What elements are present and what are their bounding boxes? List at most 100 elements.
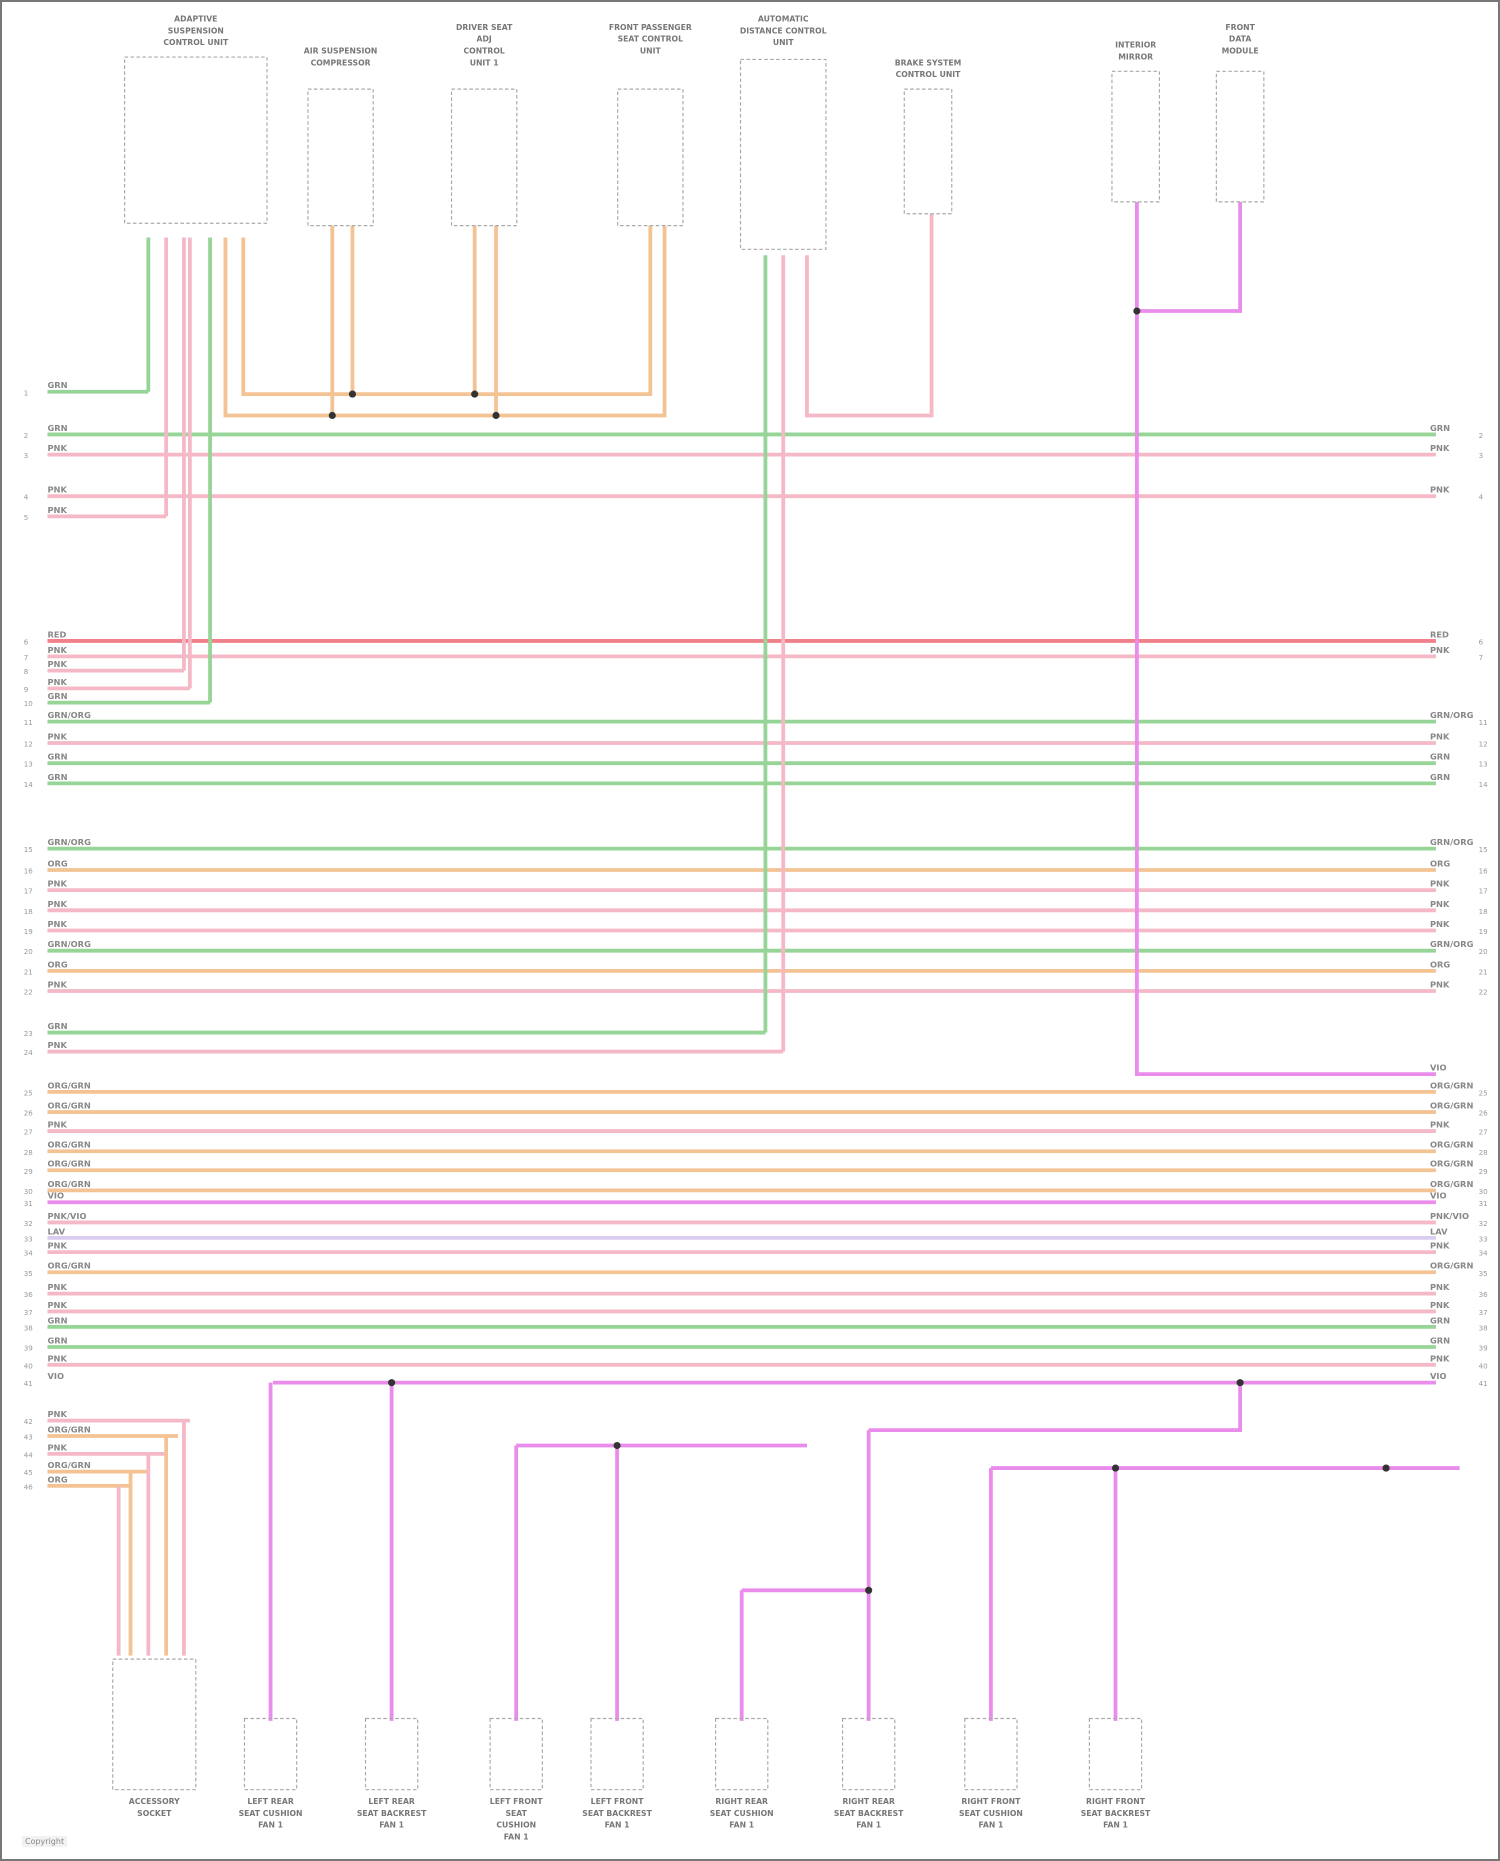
- wire-color-code: PNK: [47, 1300, 67, 1310]
- wire-color-code-right: PNK/VIO: [1430, 1211, 1469, 1221]
- splice-dot: [1111, 1464, 1120, 1472]
- component-label: UNIT: [773, 38, 795, 47]
- wire-number-left: 4: [24, 493, 29, 502]
- wire-number-right: 41: [1479, 1379, 1488, 1388]
- component-box: [124, 56, 268, 224]
- wire-number-right: 12: [1479, 740, 1488, 749]
- wire-color-code: VIO: [47, 1371, 64, 1381]
- wire-branch: [868, 1382, 1243, 1433]
- wire-number-right: 20: [1479, 947, 1489, 956]
- wire-number-left: 45: [24, 1468, 33, 1477]
- component-label: FAN 1: [1103, 1821, 1128, 1830]
- component-label: SEAT CUSHION: [959, 1809, 1023, 1818]
- component-box: [364, 1717, 419, 1791]
- wire-color-code: ORG/GRN: [47, 1261, 90, 1271]
- wire-number-left: 38: [24, 1323, 34, 1332]
- wire-number-left: 6: [24, 638, 29, 647]
- wire-number-right: 19: [1479, 927, 1489, 936]
- wire-number-right: 33: [1479, 1234, 1488, 1243]
- wire-number-left: 27: [24, 1128, 33, 1137]
- wire-number-left: 42: [24, 1417, 33, 1426]
- wire-color-code-right: PNK: [1430, 1119, 1450, 1129]
- wire-number-right: 35: [1479, 1269, 1488, 1278]
- component-label: SOCKET: [137, 1809, 172, 1818]
- component-left-rear-seat-cushion-fan-1: LEFT REAR SEAT CUSHION FAN 1: [239, 1717, 303, 1830]
- wire-color-code: GRN/ORG: [47, 837, 91, 847]
- wire-color-code-right: ORG/GRN: [1430, 1101, 1473, 1111]
- wire-color-code-right: PNK: [1430, 899, 1450, 909]
- wire-number-left: 25: [24, 1088, 33, 1097]
- component-label: FRONT: [1225, 23, 1255, 32]
- wire-color-code: GRN: [47, 1021, 67, 1031]
- wire-color-code: ORG/GRN: [47, 1460, 90, 1470]
- wire-number-left: 36: [24, 1290, 34, 1299]
- wire-number-left: 41: [24, 1379, 33, 1388]
- component-label: SEAT: [505, 1809, 527, 1818]
- wire-number-left: 46: [24, 1482, 34, 1491]
- wire-color-code: RED: [47, 629, 66, 639]
- wire-number-left: 17: [24, 887, 33, 896]
- component-box: [617, 88, 684, 227]
- splice-dot: [348, 390, 357, 398]
- wire-color-code-right: VIO: [1430, 1063, 1447, 1073]
- component-box: [903, 88, 953, 215]
- component-label: CONTROL: [464, 47, 505, 56]
- component-label: LEFT REAR: [368, 1797, 415, 1806]
- wire-number-left: 20: [24, 947, 34, 956]
- component-label: DRIVER SEAT: [456, 23, 513, 32]
- component-box: [489, 1717, 543, 1791]
- wire-number-left: 18: [24, 907, 34, 916]
- component-label: FAN 1: [504, 1833, 529, 1842]
- wire-color-code-right: VIO: [1430, 1191, 1447, 1201]
- wire-number-right: 13: [1479, 760, 1488, 769]
- wire-color-code: PNK: [47, 1442, 67, 1452]
- component-left-front-seat-cushion-fan-1: LEFT FRONT SEAT CUSHION FAN 1: [489, 1717, 544, 1842]
- component-box: [1088, 1717, 1143, 1791]
- splice-dot: [471, 390, 479, 398]
- component-label: SEAT CUSHION: [710, 1809, 774, 1818]
- component-label: CONTROL UNIT: [163, 38, 229, 47]
- component-label: RIGHT FRONT: [961, 1797, 1021, 1806]
- component-box: [243, 1717, 298, 1791]
- wire-color-code-right: GRN/ORG: [1430, 710, 1474, 720]
- wire-number-left: 1: [24, 388, 29, 397]
- component-label: CONTROL UNIT: [896, 70, 962, 79]
- component-label: LEFT FRONT: [490, 1797, 544, 1806]
- wire-color-code: ORG/GRN: [47, 1101, 90, 1111]
- wire-color-code: GRN: [47, 691, 67, 701]
- component-label: SEAT BACKREST: [1081, 1809, 1151, 1818]
- wire-color-code: ORG: [47, 858, 67, 868]
- component-label: SEAT BACKREST: [357, 1809, 427, 1818]
- wire-number-left: 2: [24, 431, 29, 440]
- wire-number-right: 11: [1479, 718, 1488, 727]
- component-box: [112, 1658, 197, 1791]
- wire-color-code: PNK: [47, 1040, 67, 1050]
- component-label: SUSPENSION: [168, 26, 224, 35]
- component-interior-mirror: INTERIOR MIRROR: [1111, 41, 1161, 203]
- component-label: SEAT CUSHION: [239, 1809, 303, 1818]
- component-label: RIGHT FRONT: [1086, 1797, 1146, 1806]
- component-label: SEAT BACKREST: [582, 1809, 652, 1818]
- wire-number-left: 26: [24, 1109, 34, 1118]
- wire-color-code-right: GRN/ORG: [1430, 837, 1474, 847]
- wire-color-code: PNK: [47, 485, 67, 495]
- wire-color-code-right: ORG/GRN: [1430, 1261, 1473, 1271]
- wire-number-right: 14: [1479, 780, 1489, 789]
- wire-number-left: 16: [24, 867, 34, 876]
- wire-number-right: 15: [1479, 845, 1488, 854]
- wire-color-code-right: ORG/GRN: [1430, 1159, 1473, 1169]
- wire-number-right: 28: [1479, 1148, 1489, 1157]
- wire-number-left: 10: [24, 699, 34, 708]
- wire-number-left: 24: [24, 1048, 34, 1057]
- wire-number-right: 26: [1479, 1109, 1489, 1118]
- wire-number-right: 30: [1479, 1187, 1489, 1196]
- wire-color-code-right: LAV: [1430, 1226, 1448, 1236]
- splice-dot: [492, 411, 500, 420]
- component-front-data-module: FRONT DATA MODULE: [1215, 23, 1265, 203]
- wire-number-right: 29: [1479, 1167, 1489, 1176]
- wire-color-code: PNK: [47, 677, 67, 687]
- component-label: FAN 1: [258, 1821, 283, 1830]
- wire-color-code-right: GRN: [1430, 752, 1450, 762]
